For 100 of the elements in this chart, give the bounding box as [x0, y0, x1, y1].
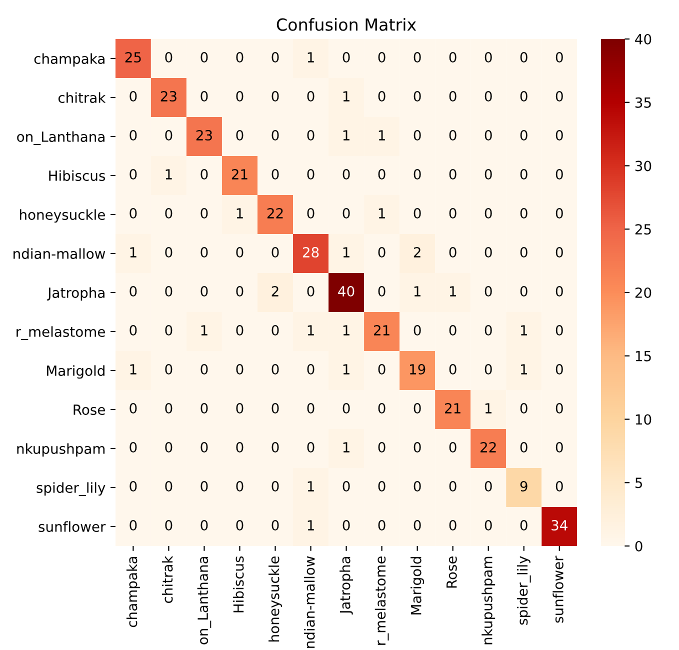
data-label: 34 [552, 520, 568, 531]
y-tick-label: honeysuckle [20, 209, 105, 223]
data-label: 0 [449, 364, 456, 375]
data-label: 0 [272, 442, 279, 453]
data-label: 0 [307, 403, 314, 414]
data-label: 0 [449, 169, 456, 180]
data-label: 0 [556, 52, 563, 63]
data-label: 0 [484, 130, 492, 141]
color-bar-label: 40 [635, 34, 652, 44]
data-label: 0 [236, 247, 244, 258]
data-label: 1 [343, 91, 350, 102]
data-label: 1 [485, 403, 492, 414]
data-label: 0 [272, 481, 279, 492]
data-label: 0 [414, 442, 421, 453]
data-label: 0 [556, 91, 563, 102]
data-label: 0 [236, 325, 244, 336]
data-label: 0 [307, 208, 314, 219]
data-label: 0 [414, 91, 421, 102]
data-label: 0 [378, 247, 386, 258]
data-label: 1 [166, 169, 172, 180]
data-label: 0 [520, 169, 528, 180]
data-label: 0 [130, 442, 137, 453]
data-label: 0 [236, 52, 244, 63]
data-label: 0 [165, 442, 172, 453]
x-tick-label: sunflower [552, 556, 564, 623]
data-label: 0 [378, 169, 386, 180]
color-bar-label: 10 [636, 414, 652, 425]
data-label: 0 [520, 442, 528, 453]
y-tick-label: champaka [34, 53, 104, 67]
data-label: 40 [338, 286, 354, 297]
data-label: 1 [520, 364, 528, 374]
data-label: 0 [378, 481, 386, 492]
y-tick-label: Rose [74, 404, 105, 415]
data-label: 0 [556, 169, 563, 180]
data-label: 0 [520, 520, 528, 531]
data-label: 0 [130, 130, 137, 141]
data-label: 0 [484, 247, 492, 258]
data-label: 0 [165, 364, 172, 375]
data-label: 0 [414, 481, 421, 492]
data-label: 0 [484, 520, 492, 531]
data-label: 0 [520, 130, 528, 141]
data-label: 1 [450, 286, 456, 296]
data-label: 0 [130, 91, 137, 102]
data-label: 0 [130, 403, 137, 414]
data-label: 0 [272, 130, 279, 141]
data-label: 0 [200, 52, 208, 63]
x-tick-label: Rose [446, 556, 457, 588]
data-label: 1 [343, 247, 350, 258]
color-bar-label: 20 [635, 287, 652, 298]
y-tick-label: ndian-mallow [14, 248, 106, 259]
data-label: 0 [520, 91, 528, 102]
x-tick-label: spider_lily [516, 556, 531, 625]
data-label: 0 [449, 325, 456, 336]
data-label: 0 [414, 208, 421, 219]
data-label: 1 [343, 442, 350, 452]
data-label: 0 [378, 286, 386, 297]
data-label: 2 [414, 247, 420, 258]
data-label: 0 [200, 169, 208, 180]
data-label: 2 [272, 286, 278, 296]
x-tick-label: Hibiscus [233, 556, 244, 612]
data-label: 0 [200, 208, 208, 219]
data-label: 0 [484, 52, 492, 63]
data-label: 0 [272, 91, 279, 102]
data-label: 0 [556, 442, 563, 453]
data-label: 0 [520, 403, 528, 414]
color-bar-label: 0 [635, 540, 642, 552]
data-label: 1 [343, 364, 350, 374]
data-label: 0 [484, 169, 492, 180]
data-label: 25 [125, 52, 141, 63]
data-label: 19 [410, 364, 426, 375]
data-label: 0 [484, 208, 492, 219]
data-label: 0 [236, 442, 244, 453]
data-label: 0 [200, 247, 208, 258]
data-label: 0 [414, 169, 421, 180]
data-label: 0 [165, 520, 172, 531]
data-label: 0 [484, 91, 492, 102]
y-tick-label: r_melastome [16, 326, 105, 340]
data-label: 0 [520, 52, 528, 63]
data-label: 0 [130, 169, 137, 180]
data-label: 0 [449, 247, 456, 258]
data-label: 21 [232, 169, 248, 180]
data-label: 0 [200, 286, 208, 297]
data-label: 0 [414, 325, 421, 336]
y-tick-label: Hibiscus [49, 170, 106, 181]
data-label: 0 [556, 286, 563, 297]
data-label: 0 [449, 520, 456, 531]
data-label: 0 [130, 520, 137, 531]
data-label: 0 [520, 208, 528, 219]
data-label: 0 [236, 130, 244, 141]
data-label: 0 [449, 130, 456, 141]
data-label: 0 [378, 520, 386, 531]
data-label: 0 [484, 286, 492, 297]
color-bar-label: 35 [635, 97, 651, 108]
data-label: 0 [236, 403, 244, 414]
data-label: 0 [272, 520, 279, 531]
data-label: 0 [236, 91, 244, 102]
data-label: 0 [200, 91, 208, 102]
data-label: 1 [308, 520, 314, 530]
x-tick-label: nkupushpam [482, 556, 496, 644]
data-label: 0 [449, 481, 456, 492]
